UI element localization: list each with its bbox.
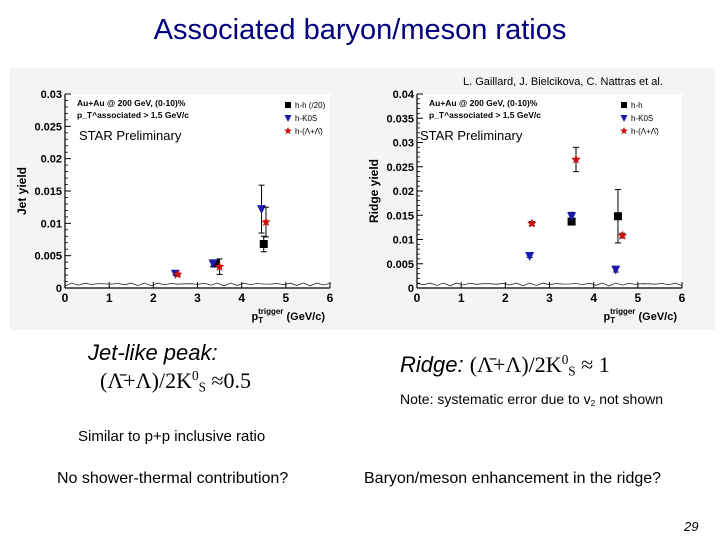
jet-data-point (172, 269, 183, 279)
jet-ytick-label: 0.01 (41, 218, 62, 230)
ridge-legend-label: h-(Λ+Λ̄) (631, 127, 659, 136)
ridge-xtick-label: 5 (634, 291, 641, 305)
jet-xtick-label: 2 (150, 291, 157, 305)
jet-ytick-label: 0.02 (41, 154, 62, 166)
jet-xtick-label: 5 (282, 291, 289, 305)
ridge-legend-label: h-h (631, 101, 643, 110)
note-sub: 2 (590, 398, 596, 409)
ridge-plot-area (417, 94, 682, 288)
systematic-error-note: Note: systematic error due to v2 not sho… (400, 392, 670, 411)
ridge-legend-marker (620, 115, 628, 122)
question-right: Baryon/meson enhancement in the ridge? (364, 470, 662, 487)
jet-xtick-label: 6 (327, 291, 334, 305)
ridge-formula-prefix: (Λ̄+Λ)/2K (469, 352, 562, 377)
ridge-xtick-label: 2 (502, 291, 509, 305)
ridge-legend-label: h-K0S (631, 114, 653, 123)
similar-to-pp-text: Similar to p+p inclusive ratio (78, 428, 266, 445)
ridge-formula-sub: S (568, 363, 576, 379)
page-number: 29 (684, 519, 699, 534)
jet-legend-label: h-h (/20) (295, 101, 326, 110)
ridge-xtick-label: 1 (458, 291, 465, 305)
jet-like-peak-heading: Jet-like peak: (88, 340, 218, 365)
jet-formula-suffix: ≈0.5 (205, 368, 251, 393)
jet-legend-label: h-K0S (295, 114, 317, 123)
credit-line: L. Gaillard, J. Bielcikova, C. Nattras e… (463, 76, 663, 88)
jet-plot-area (65, 94, 330, 288)
ridge-ytick-label: 0.005 (386, 259, 414, 271)
ridge-ytick-label: 0.015 (386, 210, 414, 222)
jet-xtick-label: 4 (238, 291, 245, 305)
jet-legend-header-line1: Au+Au @ 200 GeV, (0-10)% (77, 98, 186, 108)
ridge-ytick-label: 0.02 (393, 186, 414, 198)
jet-formula-sup: 0 (191, 368, 199, 384)
ridge-data-point (527, 218, 537, 228)
jet-ytick-label: 0.015 (34, 186, 62, 198)
note-suffix: not shown (595, 391, 664, 407)
question-left: No shower-thermal contribution? (57, 470, 289, 487)
ridge-formula-sup: 0 (561, 352, 569, 368)
ridge-ratio-line: Ridge: (Λ̄+Λ)/2K0S ≈ 1 (400, 352, 610, 379)
jet-xtick-label: 3 (194, 291, 201, 305)
ridge-data-point (525, 251, 535, 261)
ridge-xtick-label: 4 (590, 291, 597, 305)
ridge-ytick-label: 0.025 (386, 162, 414, 174)
ridge-data-point (611, 265, 621, 275)
ridge-heading: Ridge: (400, 352, 470, 377)
ridge-formula-suffix: ≈ 1 (575, 352, 610, 377)
jet-xtick-label: 1 (106, 291, 113, 305)
jet-data-point (208, 259, 218, 269)
jet-ytick-label: 0.025 (34, 121, 62, 133)
jet-xtick-label: 0 (62, 291, 69, 305)
jet-ratio-formula: (Λ̄+Λ)/2K0S ≈0.5 (100, 368, 251, 395)
ridge-data-point (567, 217, 576, 226)
jet-xlabel: pTtrigger (GeV/c) (251, 307, 325, 325)
ridge-xlabel: pTtrigger (GeV/c) (603, 307, 677, 325)
ridge-ytick-label: 0.04 (393, 89, 415, 101)
ridge-ytick-label: 0 (408, 283, 414, 295)
jet-legend-marker (285, 102, 291, 108)
ridge-legend-marker (620, 127, 628, 135)
ridge-preliminary-label: STAR Preliminary (420, 128, 523, 143)
ridge-ytick-label: 0.01 (393, 235, 414, 247)
ridge-legend-header-line2: p_T^associated > 1.5 GeV/c (429, 110, 541, 120)
ridge-legend-marker (621, 102, 627, 108)
jet-legend-marker (284, 127, 292, 135)
ridge-legend-header-line1: Au+Au @ 200 GeV, (0-10)% (429, 98, 538, 108)
jet-formula-sub: S (198, 379, 206, 395)
jet-legend-label: h-(Λ+Λ̄) (295, 127, 323, 136)
jet-data-point (261, 217, 271, 227)
jet-data-point (259, 240, 268, 249)
slide-title: Associated baryon/meson ratios (153, 14, 567, 46)
ridge-data-point (613, 212, 622, 221)
jet-yield-chart: 0 0.005 0.01 0.015 0.02 0.025 0.03 0 1 2 3 4 5 6 Jet y… (15, 89, 334, 325)
ridge-ylabel: Ridge yield (367, 159, 381, 223)
jet-legend-marker (284, 115, 292, 122)
ridge-yield-chart: 0 0.005 0.01 0.015 0.02 0.025 0.03 0.035 0.04 0 1 2… (367, 89, 686, 325)
jet-data-point (214, 261, 225, 271)
jet-ytick-label: 0 (56, 283, 62, 295)
jet-ytick-label: 0.03 (41, 89, 62, 101)
ridge-xtick-label: 3 (546, 291, 553, 305)
ridge-ytick-label: 0.03 (393, 138, 414, 150)
ridge-data-point (571, 154, 581, 164)
note-prefix: Note: systematic error due to v (400, 391, 591, 407)
jet-ylabel: Jet yield (15, 167, 29, 215)
ridge-baseline-trace (416, 282, 683, 287)
jet-legend-header-line2: p_T^associated > 1.5 GeV/c (77, 110, 189, 120)
ridge-xtick-label: 0 (414, 291, 421, 305)
ridge-xtick-label: 6 (679, 291, 686, 305)
jet-preliminary-label: STAR Preliminary (79, 128, 182, 143)
ridge-data-point (567, 212, 577, 222)
jet-ytick-label: 0.005 (34, 251, 62, 263)
jet-formula-prefix: (Λ̄+Λ)/2K (100, 368, 192, 393)
ridge-ytick-label: 0.035 (386, 113, 414, 125)
ridge-data-point (617, 230, 628, 240)
